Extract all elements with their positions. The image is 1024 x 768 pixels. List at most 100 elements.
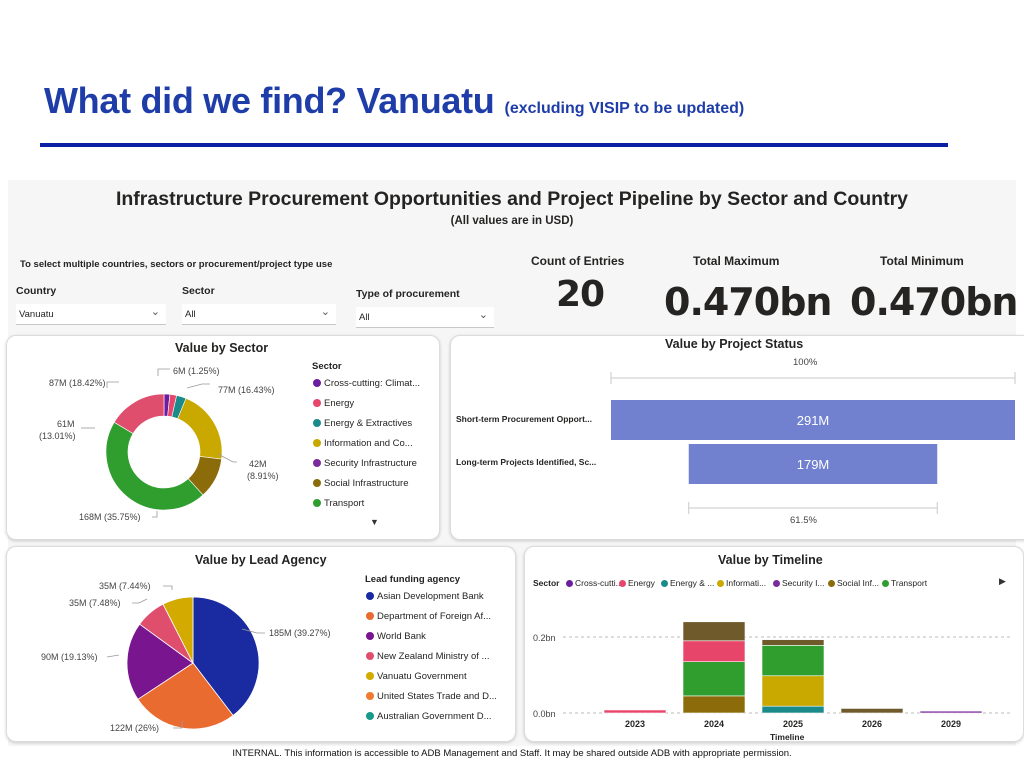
timeline-bar-segment[interactable] <box>603 709 667 714</box>
sector-donut-chart <box>81 368 237 518</box>
timeline-stacked-bar-chart: 2023 2024 2025 2026 2029 <box>563 621 1013 729</box>
legend-item[interactable]: Information and Co... <box>313 438 413 449</box>
timeline-legend-item[interactable]: Energy <box>619 578 655 588</box>
timeline-bar-segment[interactable] <box>682 695 746 714</box>
timeline-legend-item[interactable]: Energy & ... <box>661 578 714 588</box>
legend-marker <box>313 399 321 407</box>
timeline-bar-segment[interactable] <box>761 675 825 707</box>
timeline-xtick: 2024 <box>704 719 724 729</box>
timeline-xtick: 2023 <box>625 719 645 729</box>
legend-label: Energy <box>628 578 655 588</box>
legend-marker <box>661 580 668 587</box>
legend-marker <box>313 419 321 427</box>
agency-chart-card: Value by Lead Agency 35M (7.44%) 35M (7.… <box>6 546 516 742</box>
legend-item[interactable]: New Zealand Ministry of ... <box>366 651 489 662</box>
status-funnel-bar[interactable] <box>688 444 938 484</box>
legend-next-icon[interactable]: ▶ <box>999 576 1006 586</box>
agency-leader-line <box>173 721 183 729</box>
status-row-label: Long-term Projects Identified, Sc... <box>456 457 597 467</box>
legend-marker <box>773 580 780 587</box>
legend-item[interactable]: Energy <box>313 398 354 409</box>
status-bar-label: 179M <box>797 457 830 472</box>
timeline-legend-item[interactable]: Transport <box>882 578 927 588</box>
legend-label: Department of Foreign Af... <box>377 611 492 622</box>
legend-label: United States Trade and D... <box>377 691 497 702</box>
timeline-xtick: 2029 <box>941 719 961 729</box>
legend-label: Cross-cutti... <box>575 578 623 588</box>
status-bottom-percent: 61.5% <box>790 515 817 526</box>
sector-chart-title: Value by Sector <box>175 341 269 355</box>
procurement-slicer-value: All <box>359 312 370 323</box>
agency-pie-slice[interactable] <box>192 596 260 717</box>
timeline-legend-item[interactable]: Social Inf... <box>828 578 879 588</box>
sector-chart-card: Value by Sector 6M (1.25%) 77M (16.43%) … <box>6 335 440 540</box>
agency-data-label: 35M (7.48%) <box>69 598 121 608</box>
slide-title: What did we find? Vanuatu (excluding VISI… <box>44 80 744 122</box>
legend-marker <box>882 580 889 587</box>
legend-label: Energy & ... <box>670 578 715 588</box>
procurement-slicer[interactable]: All ⌄ <box>356 307 494 328</box>
status-funnel-bar[interactable] <box>611 400 1015 440</box>
legend-label: Security Infrastructure <box>324 458 417 469</box>
legend-item[interactable]: Australian Government D... <box>366 711 492 722</box>
legend-item[interactable]: United States Trade and D... <box>366 691 497 702</box>
sector-slicer[interactable]: All ⌄ <box>182 304 336 325</box>
agency-leader-line <box>132 598 148 604</box>
timeline-bar-segment[interactable] <box>682 621 746 642</box>
timeline-bar-segment[interactable] <box>840 708 904 714</box>
legend-label: Cross-cutting: Climat... <box>324 378 421 389</box>
status-bar-label: 291M <box>797 413 830 428</box>
timeline-legend-item[interactable]: Informati... <box>717 578 766 588</box>
agency-pie-slice[interactable] <box>126 623 194 700</box>
legend-item[interactable]: Department of Foreign Af... <box>366 611 491 622</box>
status-row-label: Short-term Procurement Opport... <box>456 414 593 424</box>
agency-data-label: 35M (7.44%) <box>99 581 151 591</box>
timeline-bar-segment[interactable] <box>682 640 746 663</box>
legend-marker <box>366 592 374 600</box>
timeline-bar-segment[interactable] <box>919 710 983 714</box>
agency-leader-line <box>241 628 265 634</box>
country-slicer[interactable]: Vanuatu ⌄ <box>16 304 166 325</box>
report-title: Infrastructure Procurement Opportunities… <box>115 188 909 210</box>
legend-label: Australian Government D... <box>377 711 492 722</box>
status-funnel-chart: 291M 179M <box>610 372 1016 514</box>
timeline-bar-segment[interactable] <box>682 661 746 697</box>
timeline-legend-item[interactable]: Security I... <box>773 578 825 588</box>
legend-item[interactable]: Asian Development Bank <box>366 591 484 602</box>
timeline-xtick: 2026 <box>862 719 882 729</box>
agency-leader-line <box>106 654 120 658</box>
sector-donut-slice[interactable] <box>177 397 223 460</box>
timeline-chart-card: Value by Timeline Sector Cross-cutti... E… <box>524 546 1024 742</box>
legend-marker <box>619 580 626 587</box>
sector-donut-slice[interactable] <box>105 421 204 511</box>
timeline-legend-item[interactable]: Cross-cutti... <box>566 578 623 588</box>
timeline-bar-segment[interactable] <box>761 645 825 677</box>
legend-item[interactable]: Vanuatu Government <box>366 671 467 682</box>
legend-item[interactable]: Energy & Extractives <box>313 418 412 429</box>
legend-label: Social Infrastructure <box>324 478 409 489</box>
legend-marker <box>313 479 321 487</box>
sector-data-label: 168M (35.75%) <box>79 512 141 522</box>
timeline-legend-title: Sector <box>533 578 560 588</box>
kpi-min-value: 0.470bn <box>850 280 1018 324</box>
legend-item[interactable]: Cross-cutting: Climat... <box>313 378 420 389</box>
kpi-count-label: Count of Entries <box>531 254 625 268</box>
status-chart-title: Value by Project Status <box>665 337 804 351</box>
kpi-max-value: 0.470bn <box>664 280 832 324</box>
sector-leader-line <box>217 453 237 463</box>
legend-item[interactable]: Social Infrastructure <box>313 478 408 489</box>
legend-item[interactable]: Transport <box>313 498 364 509</box>
legend-label: World Bank <box>377 631 426 642</box>
sector-donut-slice[interactable] <box>113 393 165 434</box>
timeline-bar-segment[interactable] <box>761 705 825 714</box>
slicer-instruction: To select multiple countries, sectors or… <box>20 259 333 270</box>
country-slicer-label: Country <box>16 285 57 297</box>
timeline-bar-segment[interactable] <box>761 639 825 646</box>
legend-more-icon[interactable]: ▼ <box>370 517 379 527</box>
report-subtitle: (All values are in USD) <box>450 215 574 227</box>
legend-item[interactable]: Security Infrastructure <box>313 458 417 469</box>
footer-disclaimer: INTERNAL. This information is accessible… <box>232 748 792 759</box>
legend-item[interactable]: World Bank <box>366 631 426 642</box>
agency-pie-slice[interactable] <box>162 596 194 664</box>
agency-data-label: 185M (39.27%) <box>269 628 331 638</box>
